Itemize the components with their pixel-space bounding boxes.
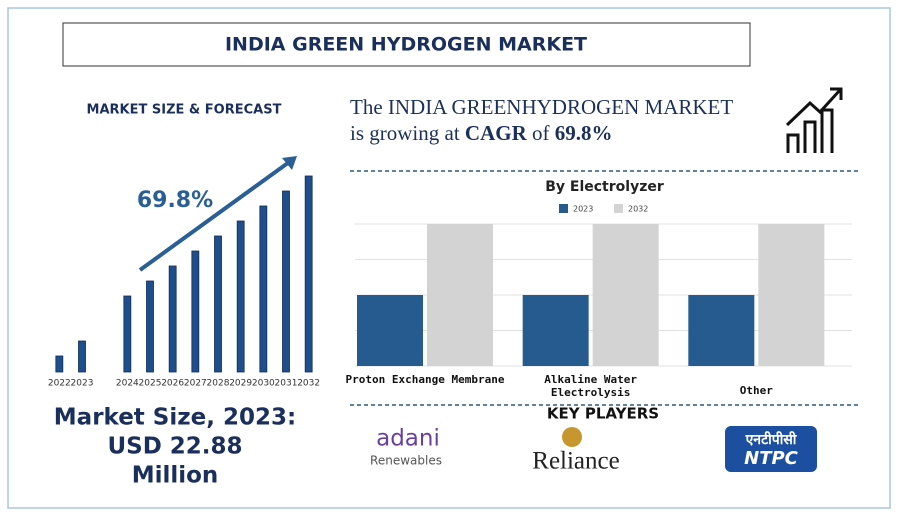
x-tick-label: 2022 — [48, 379, 71, 389]
bar — [688, 295, 755, 366]
cagr-label: CAGR — [465, 121, 528, 145]
logo-adani: adani — [376, 426, 440, 452]
annotation: 69.8% — [137, 188, 213, 213]
bar — [191, 250, 200, 373]
bar — [592, 224, 659, 366]
market-size: USD 22.88 — [107, 434, 242, 460]
x-tick-label: 2030 — [252, 379, 275, 389]
logo-reliance: Reliance — [532, 448, 619, 475]
x-tick-label: 2025 — [139, 379, 162, 389]
cagr-line-2: is growing at CAGR of 69.8% — [350, 121, 613, 145]
legend-swatch — [559, 204, 568, 213]
market-size: Market Size, 2023: — [54, 405, 296, 431]
x-tick-label: 2029 — [229, 379, 252, 389]
legend-label: 2023 — [573, 205, 593, 214]
x-tick-label: Alkaline Water Electrolysis — [544, 373, 638, 399]
bar — [357, 295, 423, 366]
x-tick-label: 2023 — [71, 379, 94, 389]
ntpc-box — [725, 426, 817, 472]
bar — [304, 175, 313, 373]
cagr-text: of — [532, 121, 550, 145]
x-tick-label: 2031 — [275, 379, 298, 389]
logo-ntpc-sub: एनटीपीसी — [745, 431, 798, 448]
x-tick-label: 2026 — [161, 379, 184, 389]
bar — [427, 224, 493, 366]
title-box — [62, 22, 751, 67]
bar — [214, 235, 222, 373]
x-tick-label: Other — [739, 384, 773, 397]
x-tick-label: 2027 — [184, 379, 207, 389]
forecast-title: MARKET SIZE & FORECAST — [87, 103, 282, 118]
market-size: Million — [132, 463, 219, 489]
x-tick-label: 2024 — [116, 379, 139, 389]
bar — [522, 295, 589, 366]
bar — [758, 224, 825, 366]
bar — [259, 205, 268, 373]
x-tick-label: 2032 — [297, 379, 320, 389]
title: INDIA GREEN HYDROGEN MARKET — [225, 34, 587, 56]
trend-arrow — [138, 158, 294, 272]
legend-swatch — [614, 204, 623, 213]
chart-title: By Electrolyzer — [545, 179, 664, 195]
growth-icon — [785, 87, 843, 153]
trend-arrowhead — [282, 156, 297, 170]
x-tick-label: 2028 — [207, 379, 230, 389]
bar — [236, 220, 245, 373]
bar — [146, 280, 154, 373]
key-players-title: KEY PLAYERS — [547, 405, 659, 423]
x-tick-label: Proton Exchange Membrane — [345, 373, 505, 386]
bar — [282, 190, 290, 373]
logo-ntpc: NTPC — [744, 448, 799, 469]
cagr-text: is growing at — [350, 121, 460, 145]
cagr-value: 69.8% — [555, 121, 613, 145]
bar — [78, 340, 86, 373]
frame — [7, 7, 891, 509]
cagr-line-1: The INDIA GREENHYDROGEN MARKET — [350, 95, 733, 119]
logo-adani-sub: Renewables — [370, 454, 442, 468]
reliance-icon — [562, 427, 582, 447]
bar — [123, 295, 132, 373]
legend-label: 2032 — [628, 205, 648, 214]
bar — [55, 355, 64, 373]
bar — [168, 265, 177, 373]
